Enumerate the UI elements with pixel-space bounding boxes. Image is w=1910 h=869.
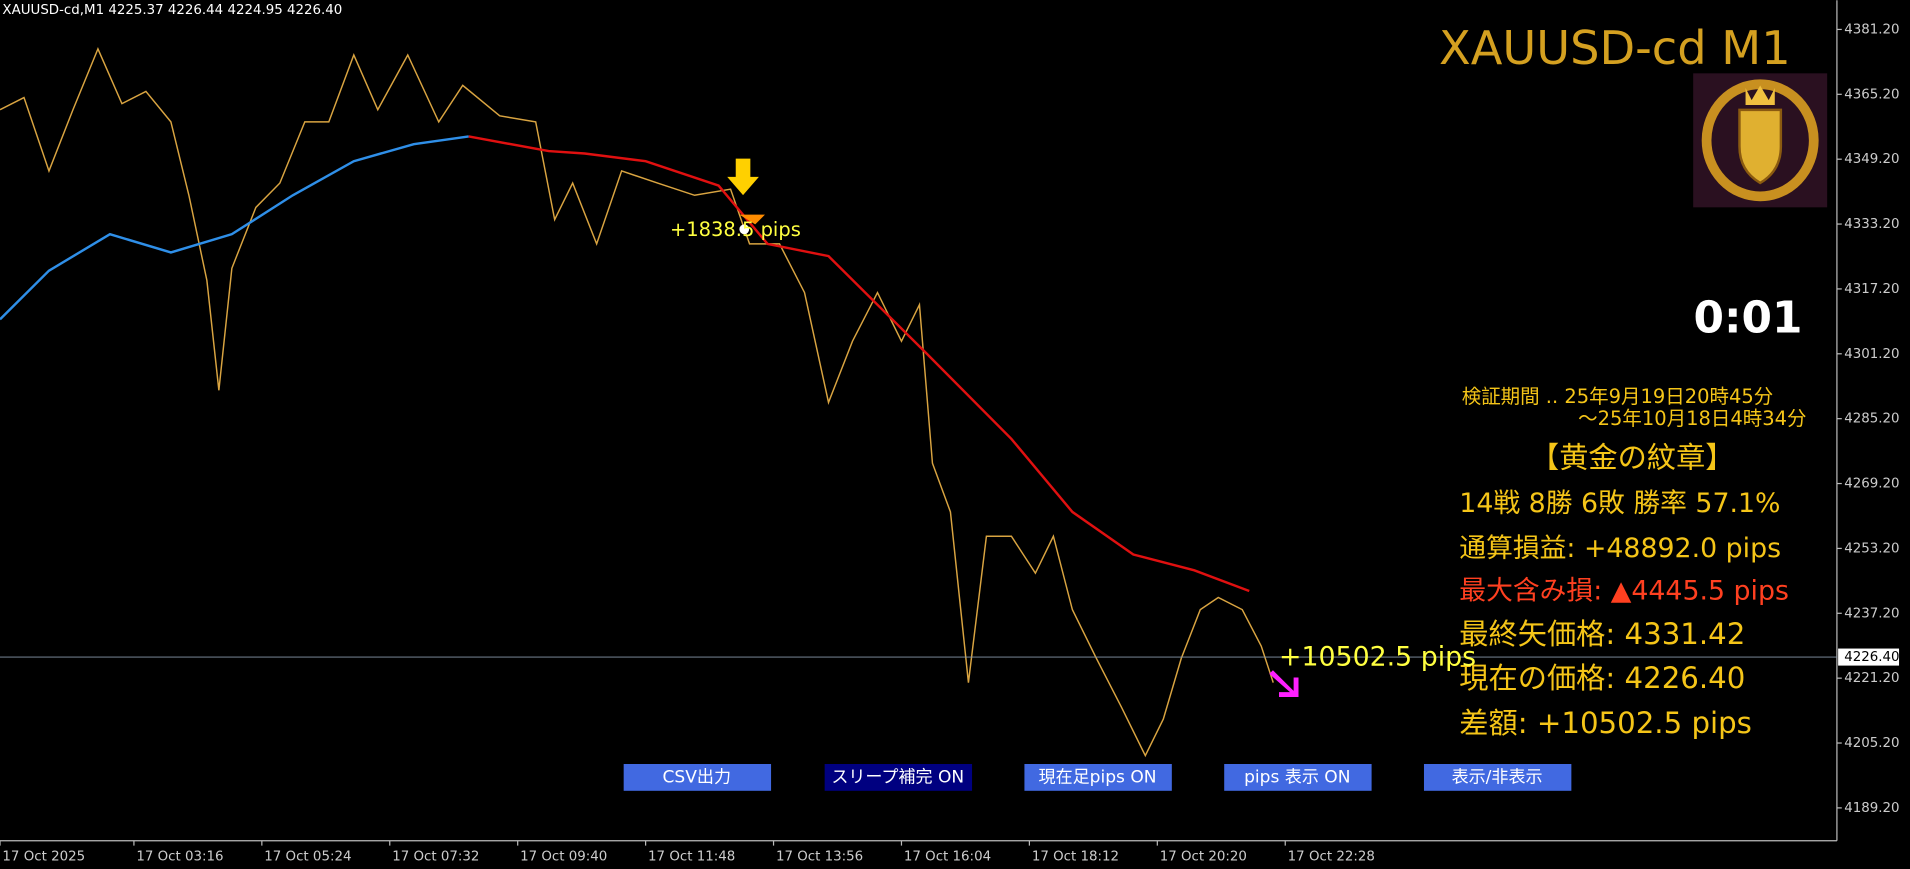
series-line — [0, 47, 1274, 758]
x-tick-label: 17 Oct 09:40 — [520, 850, 607, 865]
period-start: 検証期間 .. 25年9月19日20時45分 — [1462, 385, 1773, 408]
button-label[interactable]: 現在足pips ON — [1039, 767, 1157, 787]
exit-marker — [739, 214, 765, 225]
y-tick-label: 4253.20 — [1844, 541, 1899, 556]
y-tick-label: 4365.20 — [1844, 87, 1899, 102]
current-price-text: 現在の価格: 4226.40 — [1459, 661, 1745, 695]
x-tick-label: 17 Oct 13:56 — [776, 850, 863, 865]
entry-dot — [739, 224, 750, 235]
y-tick-label: 4349.20 — [1844, 152, 1899, 167]
current-price-label: 4226.40 — [1844, 650, 1899, 665]
plot: 4381.20 4365.20 4349.20 4333.20 4317.20 4301.… — [0, 22, 1900, 865]
stats-panel: 検証期間 .. 25年9月19日20時45分 ～25年10月18日4時34分 【… — [1459, 385, 1806, 740]
current-pips: +10502.5 pips — [1279, 642, 1476, 673]
y-tick-label: 4205.20 — [1844, 736, 1899, 751]
current-price-box — [1838, 648, 1900, 666]
last-arrow-price: 最終矢価格: 4331.42 — [1459, 617, 1745, 651]
y-tick-label: 4269.20 — [1844, 477, 1899, 492]
button-label[interactable]: スリープ補完 ON — [831, 767, 964, 787]
symbol-header: XAUUSD-cd,M1 4225.37 4226.44 4224.95 422… — [2, 3, 342, 18]
x-tick-label: 17 Oct 20:20 — [1160, 850, 1247, 865]
record: 14戦 8勝 6敗 勝率 57.1% — [1459, 488, 1780, 519]
x-tick-label: 17 Oct 18:12 — [1032, 850, 1119, 865]
difference: 差額: +10502.5 pips — [1459, 706, 1752, 740]
button[interactable] — [623, 763, 772, 791]
y-tick-label: 4317.20 — [1844, 282, 1899, 297]
emblem — [1693, 73, 1828, 208]
x-tick-label: 17 Oct 22:28 — [1288, 850, 1375, 865]
x-tick-label: 17 Oct 05:24 — [264, 850, 351, 865]
y-tick-label: 4333.20 — [1844, 217, 1899, 232]
max-drawdown: 最大含み損: ▲4445.5 pips — [1459, 576, 1789, 607]
y-tick-label: 4221.20 — [1844, 671, 1899, 686]
chart-title: XAUUSD-cd M1 — [1439, 21, 1791, 75]
x-tick-label: 17 Oct 16:04 — [904, 850, 991, 865]
button[interactable] — [824, 763, 973, 791]
x-tick-label: 17 Oct 03:16 — [136, 850, 223, 865]
y-tick-label: 4381.20 — [1844, 22, 1899, 37]
x-tick-label: 17 Oct 2025 — [2, 850, 85, 865]
button-label[interactable]: CSV出力 — [663, 767, 731, 787]
y-tick-label: 4301.20 — [1844, 347, 1899, 362]
button[interactable] — [1423, 763, 1572, 791]
series-line — [0, 135, 469, 321]
total-pips: 通算損益: +48892.0 pips — [1459, 533, 1781, 564]
x-tick-label: 17 Oct 07:32 — [392, 850, 479, 865]
sell-arrow — [727, 158, 759, 196]
button[interactable] — [1224, 763, 1372, 791]
x-tick-label: 17 Oct 11:48 — [648, 850, 735, 865]
timer: 0:01 — [1693, 293, 1802, 344]
trade-pips: +1838.5 pips — [670, 218, 801, 241]
sell-arrow-current — [1269, 670, 1299, 698]
series-line — [468, 135, 1250, 593]
strategy-name: 【黄金の紋章】 — [1530, 440, 1735, 474]
button-label[interactable]: pips 表示 ON — [1244, 767, 1350, 787]
button[interactable] — [1024, 763, 1172, 791]
y-tick-label: 4285.20 — [1844, 412, 1899, 427]
y-tick-label: 4237.20 — [1844, 606, 1899, 621]
y-tick-label: 4189.20 — [1844, 801, 1899, 816]
period-end: ～25年10月18日4時34分 — [1578, 407, 1806, 430]
button-label[interactable]: 表示/非表示 — [1452, 767, 1543, 787]
